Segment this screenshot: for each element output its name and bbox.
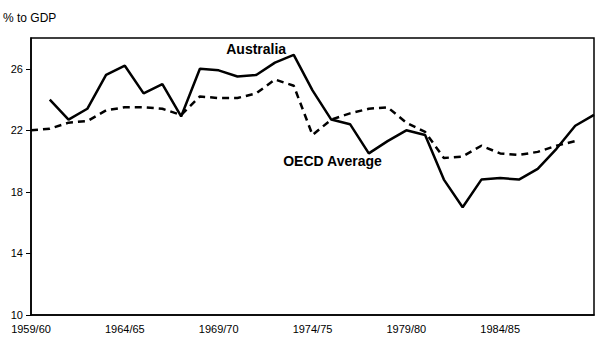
svg-text:% to GDP: % to GDP: [3, 11, 56, 25]
svg-text:1984/85: 1984/85: [480, 323, 520, 335]
svg-text:Australia: Australia: [226, 41, 286, 57]
svg-text:22: 22: [11, 124, 23, 136]
svg-text:18: 18: [11, 186, 23, 198]
svg-text:10: 10: [11, 309, 23, 321]
svg-text:1969/70: 1969/70: [199, 323, 239, 335]
svg-text:1974/75: 1974/75: [293, 323, 333, 335]
svg-text:1959/60: 1959/60: [11, 323, 51, 335]
svg-text:1964/65: 1964/65: [105, 323, 145, 335]
svg-text:1979/80: 1979/80: [386, 323, 426, 335]
svg-text:OECD Average: OECD Average: [283, 153, 382, 169]
svg-text:26: 26: [11, 63, 23, 75]
svg-text:14: 14: [11, 247, 23, 259]
